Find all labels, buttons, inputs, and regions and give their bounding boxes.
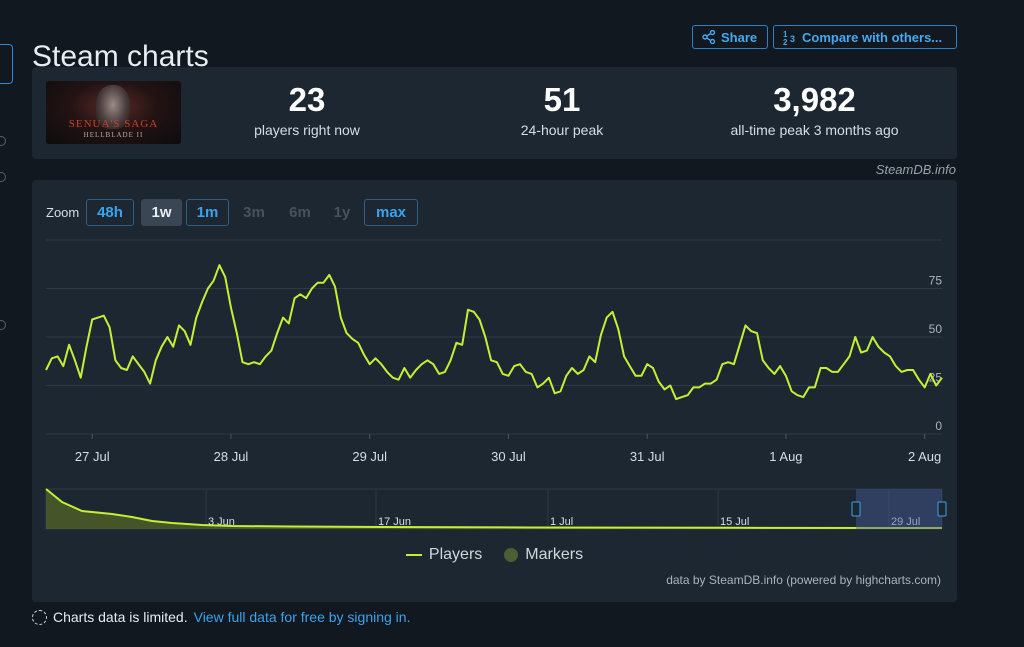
y-tick-label: 75 [929, 274, 943, 288]
zoom-6m-button: 6m [289, 204, 311, 221]
svg-text:2: 2 [783, 38, 788, 45]
cover-title: SENUA'S SAGA [68, 118, 159, 130]
y-tick-label: 50 [929, 322, 943, 336]
cover-art [96, 85, 130, 129]
steamdb-credit: SteamDB.info [875, 162, 956, 177]
y-tick-label: 0 [935, 419, 942, 433]
stat-all-time-peak: 3,982 all-time peak 3 months ago [707, 81, 922, 138]
players-series-line [45, 264, 943, 401]
navigator-frame [45, 488, 943, 530]
navigator-handle [937, 501, 947, 517]
x-tick-label: 27 Jul [75, 449, 110, 464]
powered-by: data by SteamDB.info (powered by highcha… [666, 573, 941, 587]
players-swatch [405, 554, 422, 556]
compare-label: Compare with others... [802, 29, 943, 45]
legend-item-markers[interactable]: Markers [504, 546, 583, 564]
share-icon [702, 30, 716, 44]
x-tick-label: 29 Jul [352, 449, 387, 464]
navigator-label: 17 Jun [378, 516, 411, 528]
share-button[interactable]: Share [692, 25, 768, 49]
x-tick-label: 30 Jul [491, 449, 526, 464]
sidebar-toggle[interactable] [0, 44, 13, 84]
legend-item-players[interactable]: Players [405, 546, 483, 564]
navigator-label: 1 Jul [550, 516, 573, 528]
svg-text:1: 1 [783, 30, 788, 39]
navigator-selection [856, 489, 942, 529]
zoom-3m-button: 3m [243, 204, 265, 221]
zoom-max-button[interactable]: max [364, 199, 418, 226]
footer-notice: Charts data is limited. View full data f… [32, 609, 410, 625]
legend-label-markers: Markers [525, 546, 584, 563]
stat-24h-peak: 51 24-hour peak [492, 81, 632, 138]
navigator-handle [851, 501, 861, 517]
zoom-48h-button[interactable]: 48h [86, 199, 134, 226]
stat-players-now: 23 players right now [237, 81, 377, 138]
legend-label-players: Players [428, 546, 483, 563]
chart-panel: Zoom 48h 1w 1m 3m 6m 1y max 0 25 50 75 27 Ju… [32, 180, 957, 602]
game-cover-image[interactable]: SENUA'S SAGA HELLBLADE II [46, 81, 181, 144]
share-label: Share [721, 29, 758, 45]
stat-label: 24-hour peak [520, 122, 604, 138]
markers-swatch [504, 548, 519, 562]
footer-text: Charts data is limited. [53, 609, 188, 625]
chart-legend: Players Markers [32, 546, 957, 564]
stat-value: 23 [288, 81, 326, 118]
x-tick-label: 1 Aug [769, 449, 802, 464]
zoom-label: Zoom [46, 205, 80, 220]
stat-value: 3,982 [773, 81, 856, 118]
navigator-label: 29 Jul [891, 516, 920, 528]
zoom-1y-button: 1y [333, 204, 351, 221]
cover-subtitle: HELLBLADE II [83, 131, 144, 139]
navigator-series-line [45, 488, 943, 529]
sidebar-marker [0, 172, 6, 182]
stat-label: all-time peak 3 months ago [730, 122, 899, 138]
stat-label: players right now [254, 122, 360, 138]
x-tick-label: 2 Aug [908, 449, 941, 464]
limited-icon [32, 609, 47, 625]
svg-text:3: 3 [790, 34, 795, 44]
x-tick-label: 31 Jul [630, 449, 665, 464]
x-tick-label: 28 Jul [214, 449, 249, 464]
zoom-1w-button[interactable]: 1w [141, 199, 182, 226]
stat-value: 51 [543, 81, 581, 118]
zoom-1m-button[interactable]: 1m [186, 199, 229, 226]
navigator-area [46, 489, 942, 529]
sidebar-marker [0, 320, 6, 330]
sign-in-link[interactable]: View full data for free by signing in. [193, 609, 411, 625]
sidebar-marker [0, 136, 6, 146]
stats-panel: SENUA'S SAGA HELLBLADE II 23 players rig… [32, 67, 957, 159]
navigator-label: 15 Jul [720, 516, 749, 528]
